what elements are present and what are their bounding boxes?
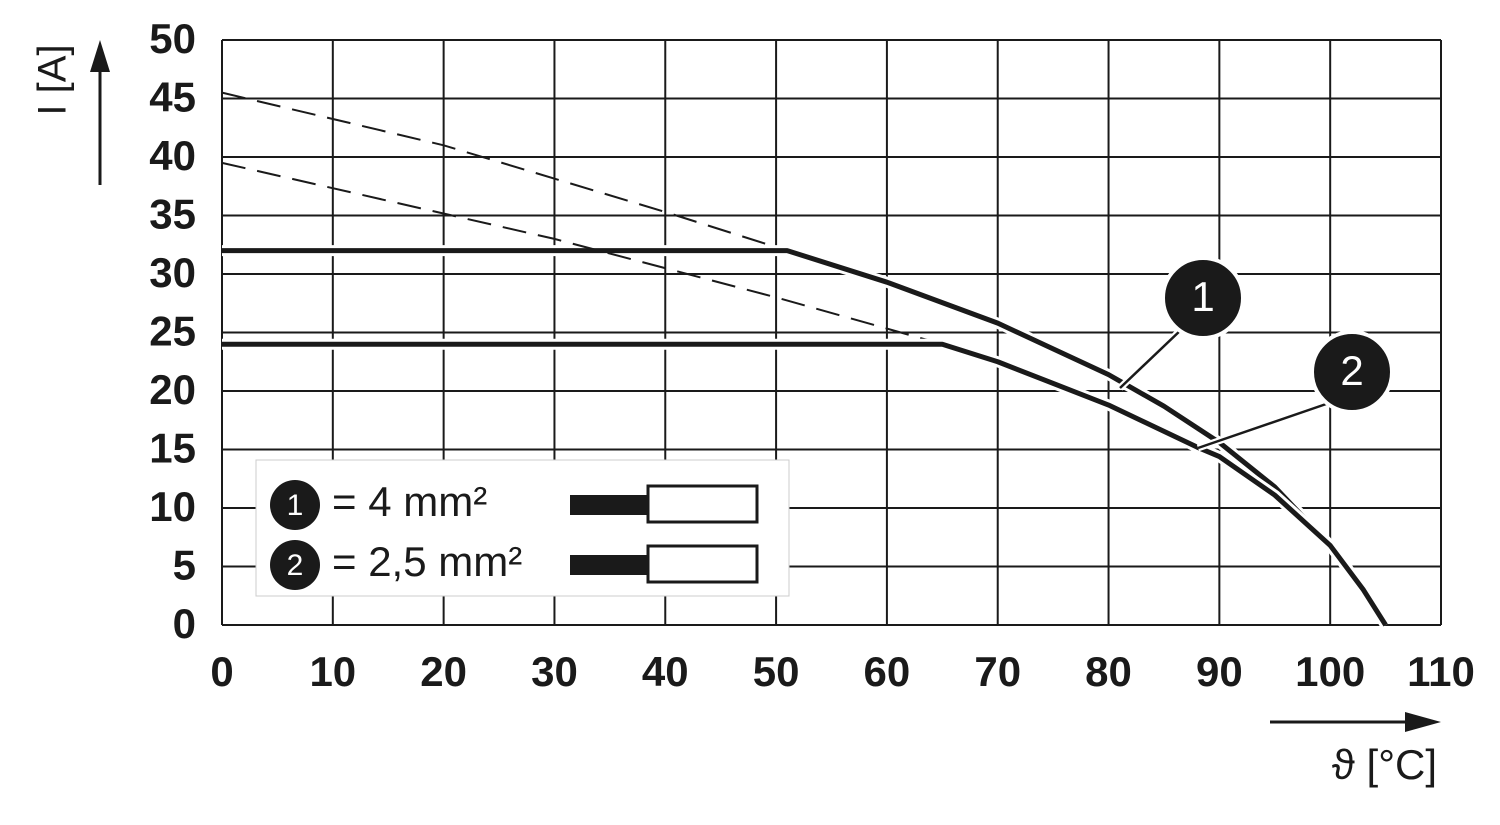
dashed-line [221,91,788,252]
x-arrowhead [1405,712,1441,732]
x-tick-label: 30 [531,648,578,695]
x-tick-label: 60 [864,648,911,695]
y-tick-label: 25 [149,308,196,355]
y-tick-label: 15 [149,425,196,472]
callout-line [1197,400,1333,450]
grid: 0 5 10 15 20 25 30 35 40 45 50 0 10 20 30 40 50 60 70 80 90 1… [149,15,1475,695]
y-tick-label: 50 [149,15,196,62]
y-tick-label: 10 [149,483,196,530]
x-tick-label: 90 [1196,648,1243,695]
x-tick-label: 40 [642,648,689,695]
legend-wire [570,495,650,515]
y-tick-label: 45 [149,74,196,121]
dashed-line [221,161,943,346]
callout-badge [1161,256,1245,340]
legend: 1 = 4 mm² 2 = 2,5 mm² [255,459,790,597]
y-tick-label: 30 [149,249,196,296]
x-tick-label: 20 [420,648,467,695]
legend-badge [270,540,320,590]
legend-badge-label: 2 [287,549,304,582]
callout-label: 1 [1191,273,1214,320]
y-tick-label: 20 [149,366,196,413]
legend-label: = 4 mm² [332,478,487,525]
legend-sleeve [646,484,759,524]
y-tick-label: 35 [149,191,196,238]
legend-sleeve [646,544,759,584]
y-arrowhead [90,40,110,72]
callout-label: 2 [1340,347,1363,394]
x-tick-label: 80 [1085,648,1132,695]
legend-wire [570,555,650,575]
lines: 12 [221,91,1394,628]
line [222,341,1388,627]
callout-badge [1310,330,1394,414]
x-tick-label: 0 [210,648,233,695]
callout-line [1119,327,1184,389]
legend-badge-label: 1 [287,489,304,522]
y-tick-label: 5 [173,542,196,589]
y-tick-label: 0 [173,600,196,647]
x-tick-label: 10 [309,648,356,695]
x-tick-label: 100 [1295,648,1365,695]
y-axis-label: I [A] [31,44,75,115]
x-tick-label: 50 [753,648,800,695]
x-tick-label: 70 [974,648,1021,695]
y-tick-label: 40 [149,132,196,179]
legend-label: = 2,5 mm² [332,538,522,585]
x-tick-label: 110 [1407,648,1475,695]
x-axis-label: ϑ [°C] [1332,741,1437,788]
legend-badge [270,480,320,530]
